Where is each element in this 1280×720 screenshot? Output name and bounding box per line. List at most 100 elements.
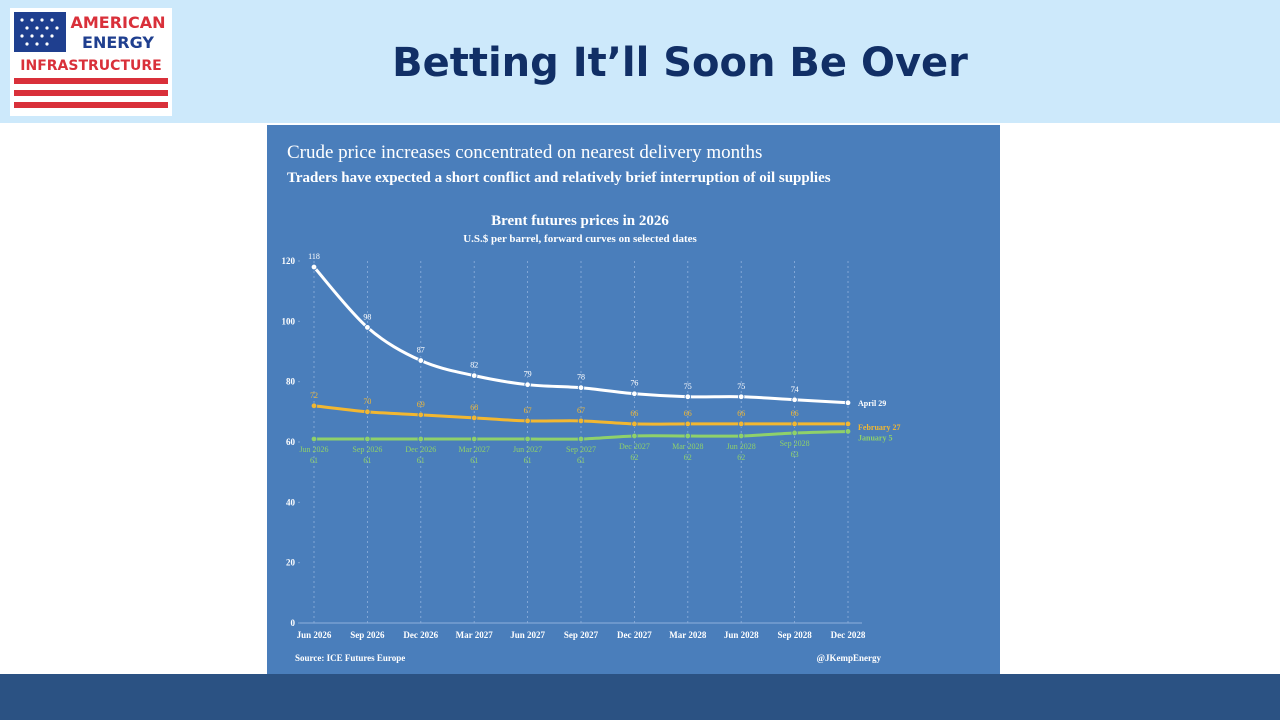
- point: [577, 435, 585, 443]
- data-label: 72: [310, 391, 318, 400]
- data-label: 118: [308, 252, 320, 261]
- legend-label: January 5: [858, 433, 892, 442]
- plot-subtitle: U.S.$ per barrel, forward curves on sele…: [463, 233, 697, 245]
- data-label: 66: [684, 409, 692, 418]
- data-label: 75: [684, 382, 692, 391]
- point: [791, 396, 798, 403]
- x-tick-label: Jun 2028: [724, 630, 759, 640]
- point: [524, 435, 531, 443]
- point: [364, 408, 371, 416]
- y-tick-label: 0: [291, 618, 296, 628]
- point: [577, 384, 585, 391]
- point: [631, 432, 638, 440]
- point: [631, 420, 638, 428]
- point: [738, 432, 745, 440]
- y-tick-label: 40: [286, 497, 296, 507]
- data-label: 66: [737, 409, 745, 418]
- point: [844, 420, 852, 428]
- data-label: 67: [577, 406, 585, 415]
- point: [417, 411, 424, 419]
- data-label: 61: [577, 456, 585, 465]
- slide-title: Betting It’ll Soon Be Over: [392, 40, 968, 86]
- data-label: 69: [417, 400, 425, 409]
- data-label: 61: [310, 456, 318, 465]
- data-label: 62: [630, 453, 638, 462]
- data-label: 74: [791, 385, 799, 394]
- logo-text: ENERGY: [82, 33, 154, 52]
- plot-title: Brent futures prices in 2026: [491, 213, 669, 229]
- point-category: Jun 2028: [727, 442, 756, 451]
- point-category: Jun 2026: [299, 445, 328, 454]
- data-label: 61: [470, 456, 478, 465]
- point: [738, 393, 745, 400]
- y-tick-label: 60: [286, 437, 296, 447]
- y-tick-label: 100: [282, 316, 296, 326]
- point: [417, 435, 424, 443]
- point: [417, 357, 424, 364]
- point: [791, 429, 798, 437]
- legend-label: February 27: [858, 423, 900, 432]
- logo: AMERICAN ENERGY INFRASTRUCTURE: [10, 8, 172, 116]
- point: [791, 420, 798, 428]
- point: [310, 435, 318, 443]
- credit: @JKempEnergy: [817, 653, 882, 663]
- legend-label: April 29: [858, 399, 886, 408]
- point: [684, 420, 691, 428]
- chart-title: Crude price increases concentrated on ne…: [287, 142, 762, 163]
- data-label: 63: [791, 450, 799, 459]
- point: [310, 402, 318, 409]
- x-tick-label: Dec 2026: [403, 630, 438, 640]
- point-category: Sep 2026: [352, 445, 382, 454]
- point: [738, 420, 745, 428]
- point-category: Dec 2027: [619, 442, 650, 451]
- data-label: 79: [524, 370, 532, 379]
- point: [684, 432, 691, 440]
- data-label: 87: [417, 346, 425, 355]
- data-label: 66: [630, 409, 638, 418]
- y-tick-label: 80: [286, 377, 296, 387]
- x-tick-label: Jun 2026: [297, 630, 332, 640]
- point-category: Sep 2028: [780, 439, 810, 448]
- point: [470, 435, 478, 443]
- y-tick-label: 120: [282, 256, 296, 266]
- data-label: 82: [470, 361, 478, 370]
- x-tick-label: Mar 2028: [669, 630, 707, 640]
- x-tick-label: Sep 2027: [564, 630, 599, 640]
- x-tick-label: Mar 2027: [456, 630, 494, 640]
- point: [631, 390, 638, 397]
- point: [310, 263, 318, 271]
- x-tick-label: Dec 2027: [617, 630, 652, 640]
- point: [684, 393, 691, 400]
- point: [844, 399, 852, 406]
- point-category: Sep 2027: [566, 445, 596, 454]
- point: [364, 435, 371, 443]
- logo-text: INFRASTRUCTURE: [20, 58, 161, 74]
- data-label: 68: [470, 403, 478, 412]
- data-label: 75: [737, 382, 745, 391]
- point-category: Mar 2028: [672, 442, 703, 451]
- data-label: 76: [630, 379, 638, 388]
- x-tick-label: Sep 2026: [350, 630, 385, 640]
- point: [470, 372, 478, 379]
- data-label: 98: [363, 312, 371, 321]
- data-label: 78: [577, 373, 585, 382]
- data-label: 62: [737, 453, 745, 462]
- chart-subtitle: Traders have expected a short conflict a…: [287, 170, 831, 186]
- point: [844, 428, 852, 435]
- data-label: 67: [524, 406, 532, 415]
- point-category: Dec 2026: [405, 445, 436, 454]
- data-label: 66: [791, 409, 799, 418]
- data-label: 62: [684, 453, 692, 462]
- data-label: 61: [524, 456, 532, 465]
- data-label: 70: [363, 397, 371, 406]
- point-category: Mar 2027: [459, 445, 490, 454]
- data-label: 61: [363, 456, 371, 465]
- point: [524, 381, 531, 388]
- source: Source: ICE Futures Europe: [295, 653, 405, 663]
- logo-text: AMERICAN: [70, 13, 165, 32]
- chart: Crude price increases concentrated on ne…: [267, 125, 1000, 674]
- point: [364, 324, 371, 331]
- x-tick-label: Dec 2028: [831, 630, 866, 640]
- x-tick-label: Jun 2027: [510, 630, 545, 640]
